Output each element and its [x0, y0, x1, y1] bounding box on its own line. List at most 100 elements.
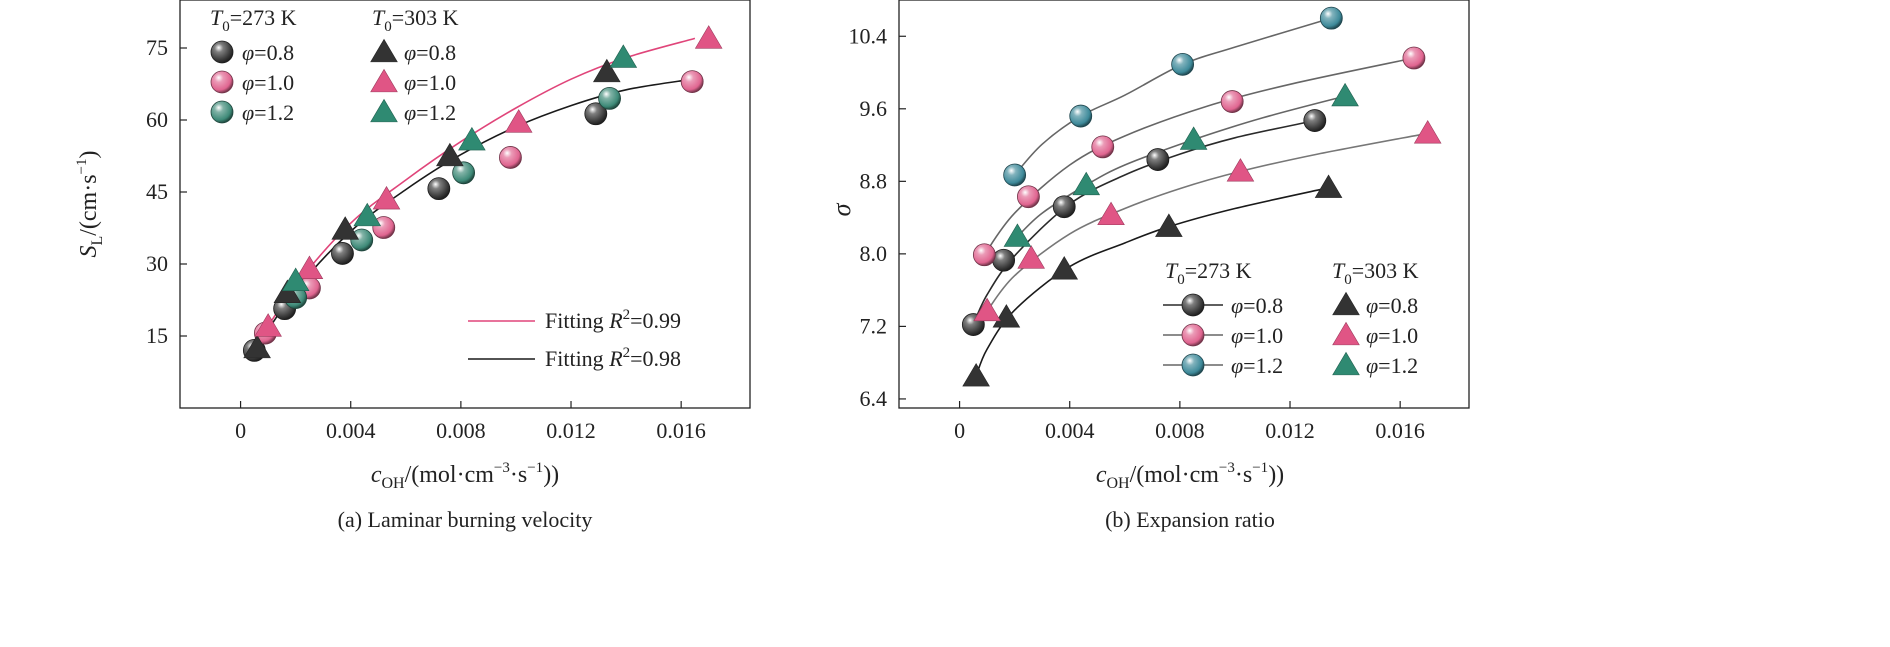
- data-point: [680, 70, 704, 93]
- legend-marker: [210, 100, 234, 124]
- axis-ticks: 0 0.004 0.008 0.012 0.016 15 30 45 60 75: [146, 35, 706, 443]
- fit-legend: Fitting R2=0.99 Fitting R2=0.98: [468, 307, 681, 371]
- data-point: [1091, 135, 1115, 159]
- data-point: [1146, 148, 1170, 171]
- data-point: [1331, 82, 1359, 107]
- data-point: [972, 243, 996, 267]
- data-point: [1402, 46, 1426, 70]
- data-point: [1003, 223, 1032, 247]
- legend-header: T0=303 K: [372, 5, 459, 35]
- x-tick-label: 0.012: [546, 418, 596, 443]
- fit-curve: [972, 119, 1315, 325]
- data-point: [331, 216, 360, 240]
- data-point: [1003, 163, 1027, 187]
- x-tick-label: 0.016: [1375, 418, 1425, 443]
- data-point: [1050, 256, 1079, 280]
- data-point: [331, 242, 354, 265]
- caption-a: (a) Laminar burning velocity: [338, 507, 593, 532]
- x-tick-label: 0.008: [436, 418, 486, 443]
- x-axis-label: cOH/(mol·cm−3·s−1)): [1096, 460, 1284, 492]
- data-point: [1303, 109, 1327, 132]
- data-point: [694, 25, 723, 49]
- x-tick-label: 0.004: [1045, 418, 1095, 443]
- fit-curve: [1014, 17, 1332, 176]
- y-tick-label: 60: [146, 107, 168, 132]
- y-tick-label: 15: [146, 323, 168, 348]
- data-point: [273, 279, 302, 303]
- data-markers: [961, 6, 1442, 387]
- data-point: [992, 304, 1021, 328]
- data-point: [452, 161, 476, 185]
- legend-label: φ=1.0: [242, 70, 294, 95]
- caption-b: (b) Expansion ratio: [1105, 507, 1275, 532]
- legend-label: φ=0.8: [1231, 293, 1283, 318]
- legend-label: φ=1.2: [242, 100, 294, 125]
- legend-label: φ=0.8: [404, 40, 456, 65]
- legend-marker: [370, 98, 398, 123]
- data-point: [504, 109, 533, 133]
- legend-marker: [210, 70, 234, 94]
- fit-curve: [986, 132, 1428, 312]
- x-tick-label: 0.016: [656, 418, 706, 443]
- x-tick-label: 0.012: [1265, 418, 1315, 443]
- data-point: [243, 334, 271, 359]
- x-tick-label: 0.008: [1155, 418, 1205, 443]
- x-tick-label: 0: [954, 418, 965, 443]
- data-point: [254, 313, 282, 337]
- data-point: [1017, 245, 1045, 269]
- data-point: [1220, 90, 1244, 113]
- axis-ticks: 0 0.004 0.008 0.012 0.016 6.4 7.2 8.0 8.8 9.6 10.4: [849, 23, 1425, 443]
- legend: T0=273 K T0=303 K φ=0.8 φ=1.0 φ=1.2 φ=0.8 φ=1.…: [1163, 258, 1419, 378]
- fit-curve: [975, 186, 1329, 377]
- data-point: [372, 185, 401, 210]
- data-point: [281, 267, 310, 291]
- data-point: [436, 142, 464, 167]
- legend: T0=273 K T0=303 K φ=0.8 φ=1.0 φ=1.2 φ=0.8 φ=1.…: [210, 5, 459, 125]
- x-axis-label: cOH/(mol·cm−3·s−1)): [371, 460, 559, 492]
- legend-label: φ=1.0: [1231, 323, 1283, 348]
- data-point: [295, 255, 324, 279]
- x-tick-label: 0.004: [326, 418, 376, 443]
- plot-frame: [179, 0, 751, 409]
- data-point: [593, 58, 621, 83]
- y-tick-label: 30: [146, 251, 168, 276]
- y-axis-label: SL/(cm·s−1): [74, 150, 106, 257]
- data-point: [353, 202, 382, 227]
- y-tick-label: 8.0: [860, 241, 888, 266]
- legend-label: φ=1.0: [404, 70, 456, 95]
- fit-legend-label: Fitting R2=0.98: [545, 345, 681, 371]
- legend-header: T0=303 K: [1332, 258, 1419, 288]
- data-point: [1413, 120, 1442, 144]
- y-tick-label: 8.8: [860, 168, 888, 193]
- legend-marker: [1332, 291, 1360, 316]
- data-point: [1069, 104, 1093, 128]
- legend-marker: [370, 68, 398, 93]
- y-tick-label: 75: [146, 35, 168, 60]
- fit-curves: [972, 17, 1428, 377]
- data-point: [1314, 174, 1343, 198]
- x-tick-label: 0: [235, 418, 246, 443]
- data-point: [427, 177, 451, 201]
- data-point: [458, 126, 486, 151]
- y-tick-label: 9.6: [860, 96, 888, 121]
- data-markers: [242, 25, 723, 362]
- fit-curve: [253, 37, 696, 349]
- legend-label: φ=1.2: [1366, 353, 1418, 378]
- data-point: [598, 87, 621, 110]
- data-point: [1226, 158, 1255, 182]
- data-point: [1319, 6, 1343, 30]
- fit-curve: [1016, 95, 1346, 238]
- data-point: [499, 146, 522, 169]
- data-point: [350, 228, 374, 252]
- data-point: [609, 44, 638, 68]
- legend-marker: [210, 40, 234, 64]
- fit-legend-label: Fitting R2=0.99: [545, 307, 681, 333]
- y-tick-label: 10.4: [849, 23, 888, 48]
- y-axis-label: σ: [827, 202, 856, 216]
- legend-marker: [1332, 351, 1360, 376]
- fit-curves: [253, 37, 696, 352]
- data-point: [962, 363, 990, 387]
- legend-label: φ=1.0: [1366, 323, 1418, 348]
- panel-b-chart: 0 0.004 0.008 0.012 0.016 6.4 7.2 8.0 8.8 9.6 10.4…: [827, 0, 1470, 532]
